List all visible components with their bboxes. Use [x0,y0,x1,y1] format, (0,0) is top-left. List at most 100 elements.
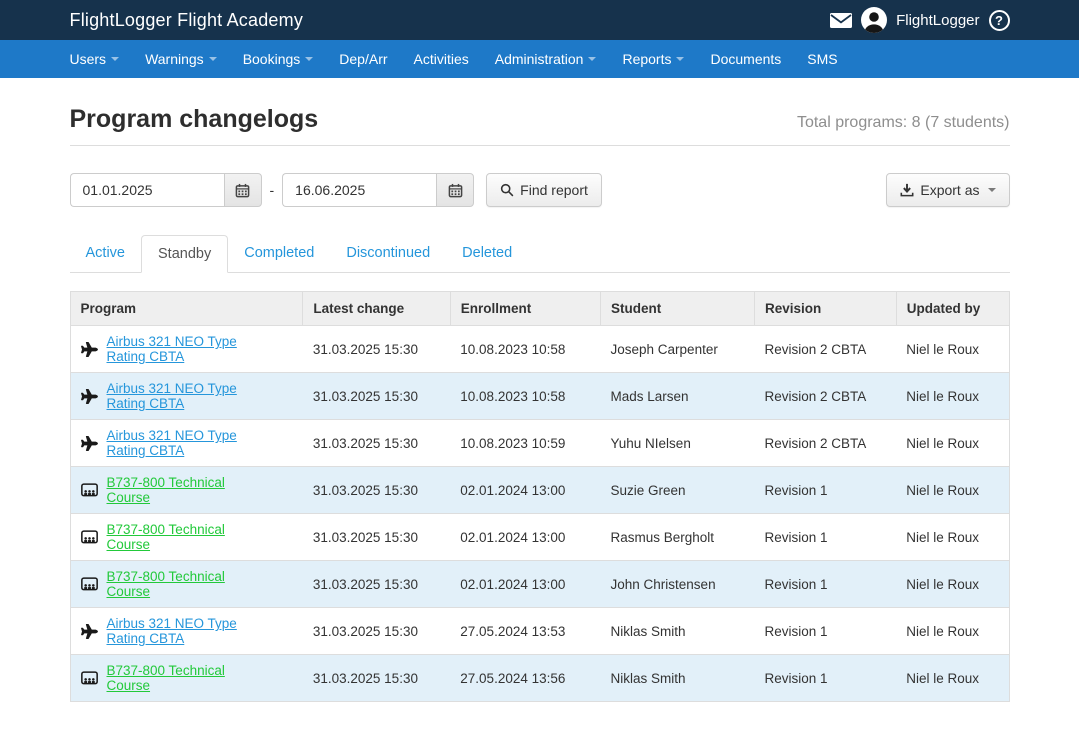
program-link[interactable]: B737-800 Technical Course [106,522,225,552]
page-title: Program changelogs [69,105,319,133]
student-cell: Rasmus Bergholt [600,513,755,561]
table-row: Airbus 321 NEO Type Rating CBTA 31.03.202… [70,325,1009,373]
program-link[interactable]: Airbus 321 NEO Type Rating CBTA [106,381,237,411]
column-header-program: Program [70,291,304,326]
revision-cell: Revision 2 CBTA [754,372,897,420]
program-link[interactable]: Airbus 321 NEO Type Rating CBTA [106,428,237,458]
program-link[interactable]: Airbus 321 NEO Type Rating CBTA [106,334,237,364]
avatar[interactable] [861,7,888,33]
nav-item-activities[interactable]: Activities [401,40,482,78]
updated-by-cell: Niel le Roux [896,607,1009,655]
column-header-latest-change: Latest change [302,291,451,326]
chevron-down-icon [305,57,314,61]
date-to-group [282,173,475,207]
brand-title[interactable]: FlightLogger Flight Academy [69,9,304,30]
revision-cell: Revision 2 CBTA [754,325,897,373]
tab-active[interactable]: Active [85,245,126,261]
program-cell: B737-800 Technical Course [70,466,303,514]
find-report-button[interactable]: Find report [486,173,602,207]
program-cell: Airbus 321 NEO Type Rating CBTA [70,325,303,373]
updated-by-cell: Niel le Roux [896,372,1009,420]
nav-item-sms[interactable]: SMS [794,40,850,78]
program-cell: B737-800 Technical Course [70,560,303,608]
chevron-down-icon [111,57,120,61]
nav-item-documents[interactable]: Documents [697,40,794,78]
user-menu[interactable]: FlightLogger [896,11,980,29]
program-link[interactable]: Airbus 321 NEO Type Rating CBTA [106,616,237,646]
date-from-input[interactable] [69,173,224,207]
total-programs-summary: Total programs: 8 (7 students) [796,114,1010,131]
nav-item-dep-arr[interactable]: Dep/Arr [326,40,400,78]
latest-change-cell: 31.03.2025 15:30 [302,654,451,702]
enrollment-cell: 02.01.2024 13:00 [450,513,601,561]
nav-list: Users Warnings Bookings Dep/Arr Activities Ad… [70,40,1010,78]
find-report-label: Find report [520,182,588,198]
calendar-icon [448,183,463,197]
latest-change-cell: 31.03.2025 15:30 [302,419,451,467]
export-as-button[interactable]: Export as [886,173,1010,207]
date-to-calendar-button[interactable] [436,173,475,207]
table-row: B737-800 Technical Course 31.03.2025 15:3… [70,560,1009,608]
nav-item-label: Warnings [145,51,204,67]
column-header-revision: Revision [754,291,897,326]
tab-completed[interactable]: Completed [244,245,315,261]
program-link[interactable]: B737-800 Technical Course [106,475,225,505]
enrollment-cell: 10.08.2023 10:58 [450,325,601,373]
table-body: Airbus 321 NEO Type Rating CBTA 31.03.202… [70,325,1009,702]
nav-item-label: Reports [622,51,672,67]
nav-item-users[interactable]: Users [70,40,133,78]
student-cell: Yuhu NIelsen [600,419,755,467]
date-from-group [69,173,262,207]
student-cell: Mads Larsen [600,372,755,420]
program-cell: B737-800 Technical Course [70,513,303,561]
table-row: B737-800 Technical Course 31.03.2025 15:3… [70,466,1009,514]
date-from-calendar-button[interactable] [223,173,262,207]
program-link[interactable]: B737-800 Technical Course [106,663,225,693]
nav-item-label: Users [69,51,107,67]
chevron-down-icon [588,57,597,61]
student-cell: Joseph Carpenter [600,325,755,373]
nav-item-reports[interactable]: Reports [609,40,697,78]
student-cell: Niklas Smith [600,654,755,702]
airplane-icon [80,435,98,451]
enrollment-cell: 10.08.2023 10:59 [450,419,601,467]
program-link[interactable]: B737-800 Technical Course [106,569,225,599]
classroom-icon [80,576,98,592]
revision-cell: Revision 1 [754,607,897,655]
latest-change-cell: 31.03.2025 15:30 [302,513,451,561]
topbar-right: FlightLogger ? [830,7,1010,33]
airplane-icon [80,341,98,357]
help-icon[interactable]: ? [988,9,1010,31]
updated-by-cell: Niel le Roux [896,560,1009,608]
messages-envelope-icon[interactable] [830,12,853,28]
revision-cell: Revision 1 [754,466,897,514]
enrollment-cell: 27.05.2024 13:56 [450,654,601,702]
classroom-icon [80,482,98,498]
search-icon [501,183,514,197]
classroom-icon [80,529,98,545]
tab-standby[interactable]: Standby [141,235,229,273]
airplane-icon [80,388,98,404]
updated-by-cell: Niel le Roux [896,513,1009,561]
column-header-updated-by: Updated by [896,291,1009,326]
latest-change-cell: 31.03.2025 15:30 [302,466,451,514]
tab-deleted[interactable]: Deleted [462,245,513,261]
program-cell: Airbus 321 NEO Type Rating CBTA [70,607,303,655]
date-to-input[interactable] [282,173,437,207]
table-row: Airbus 321 NEO Type Rating CBTA 31.03.202… [70,372,1009,420]
nav-item-bookings[interactable]: Bookings [230,40,327,78]
nav-item-administration[interactable]: Administration [482,40,610,78]
nav-item-label: SMS [807,51,838,67]
airplane-icon [80,623,98,639]
enrollment-cell: 27.05.2024 13:53 [450,607,601,655]
revision-cell: Revision 2 CBTA [754,419,897,467]
revision-cell: Revision 1 [754,654,897,702]
nav-item-label: Dep/Arr [339,51,388,67]
tab-discontinued[interactable]: Discontinued [346,245,431,261]
enrollment-cell: 10.08.2023 10:58 [450,372,601,420]
download-icon [900,183,914,197]
table-header-row: Program Latest change Enrollment Student Rev… [70,291,1009,326]
classroom-icon [80,670,98,686]
nav-item-warnings[interactable]: Warnings [132,40,230,78]
chevron-down-icon [676,57,685,61]
